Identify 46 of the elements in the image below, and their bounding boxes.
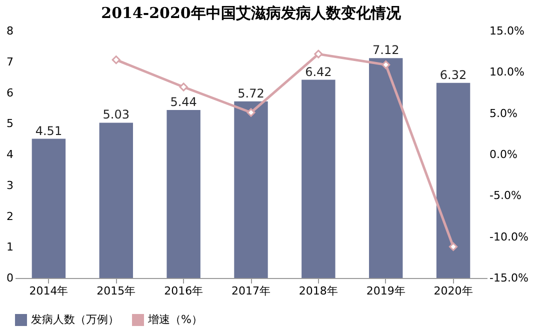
point: [112, 56, 120, 64]
data-label: 5.03: [102, 108, 130, 122]
x-tick-label: 2020年: [434, 284, 473, 298]
bar: [32, 138, 66, 278]
y2-tick-label: -10.0%: [490, 230, 528, 244]
y2-tick-label: 10.0%: [490, 66, 524, 79]
bar: [166, 110, 200, 278]
point: [449, 242, 458, 251]
data-label: 7.12: [372, 43, 400, 58]
y-tick-label: 5: [6, 117, 14, 130]
chart-title: 2014-2020年中国艾滋病发病人数变化情况: [101, 4, 402, 22]
y2-tick-label: -5.0%: [490, 189, 522, 202]
y-tick-label: 4: [6, 148, 14, 161]
data-label: 5.44: [170, 95, 197, 110]
y-tick-label: 0: [6, 272, 14, 284]
legend-label: 增速（%）: [147, 313, 202, 326]
x-tick-label: 2017年: [232, 284, 270, 298]
y2-tick-label: 5.0%: [490, 106, 518, 120]
y2-tick-label: -15.0%: [490, 272, 528, 284]
point: [179, 82, 188, 92]
bar: [99, 122, 133, 278]
x-tick-label: 2014年: [29, 284, 68, 298]
y-tick-label: 3: [6, 178, 14, 192]
data-label: 6.32: [440, 68, 467, 82]
bar: [369, 58, 403, 278]
data-label: 6.42: [305, 64, 332, 79]
point: [246, 108, 256, 117]
bar: [436, 82, 470, 278]
bar: [302, 80, 336, 278]
y-tick-label: 7: [6, 55, 14, 68]
y-tick-label: 2: [6, 210, 14, 223]
x-tick-label: 2016年: [164, 284, 204, 298]
data-label: 4.51: [35, 124, 62, 138]
x-tick-label: 2015年: [96, 284, 136, 298]
y2-tick-label: 15.0%: [490, 24, 524, 38]
legend-label: 发病人数（万例）: [31, 313, 119, 326]
x-tick-label: 2019年: [366, 284, 406, 298]
y-tick-label: 1: [6, 240, 14, 254]
point: [382, 60, 390, 70]
x-tick-label: 2018年: [298, 284, 338, 298]
y-tick-label: 6: [6, 86, 14, 100]
y-tick-label: 8: [6, 24, 14, 38]
y2-tick-label: 0.0%: [490, 148, 518, 161]
data-label: 5.72: [238, 86, 264, 100]
point: [314, 50, 323, 58]
bar: [234, 101, 268, 278]
